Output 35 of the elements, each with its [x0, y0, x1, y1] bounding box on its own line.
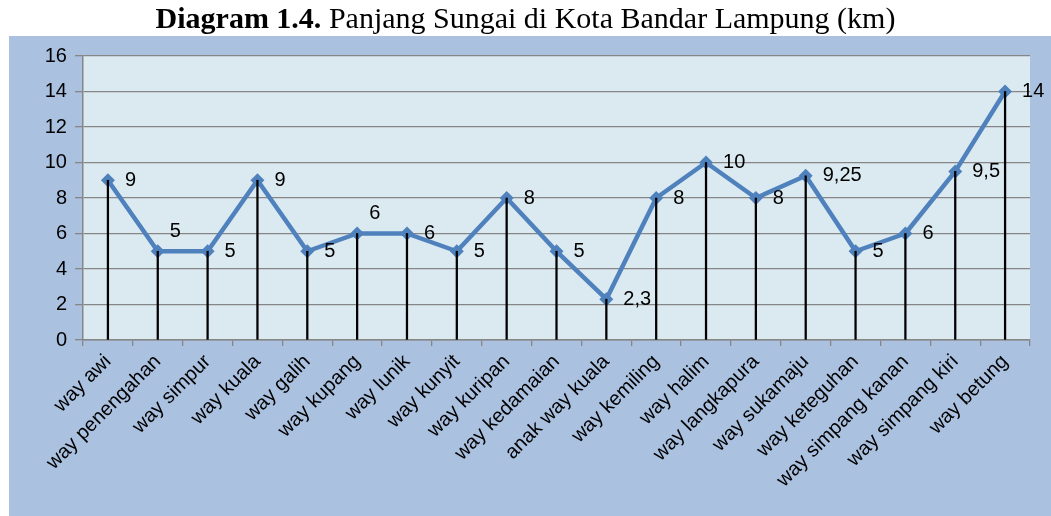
- y-tick-label: 2: [55, 292, 67, 315]
- bar: [256, 179, 259, 340]
- data-label: 5: [324, 238, 336, 261]
- data-label: 5: [169, 218, 181, 241]
- chart-title: Diagram 1.4.: [155, 1, 322, 34]
- chart-subtitle: Panjang Sungai di Kota Bandar Lampung (km): [328, 1, 896, 34]
- bar: [904, 233, 907, 340]
- y-tick-label: 6: [55, 221, 67, 244]
- data-label: 9: [124, 167, 137, 190]
- data-label: 10: [723, 150, 746, 173]
- data-label: 5: [573, 238, 585, 261]
- data-label: 5: [224, 238, 236, 261]
- data-label: 14: [1022, 79, 1045, 102]
- data-label: 5: [872, 238, 884, 261]
- data-label: 6: [423, 221, 436, 244]
- data-label: 9,25: [822, 163, 862, 186]
- data-label: 2,3: [623, 286, 652, 309]
- data-label: 5: [473, 238, 485, 261]
- y-tick-label: 0: [55, 327, 67, 350]
- bar: [555, 250, 558, 340]
- data-label: 6: [369, 201, 381, 224]
- y-tick-label: 16: [44, 43, 67, 66]
- y-tick-label: 8: [55, 185, 67, 208]
- data-label: 8: [772, 185, 784, 208]
- y-tick-label: 10: [44, 150, 67, 173]
- y-tick-label: 4: [55, 256, 67, 279]
- data-label: 9: [274, 167, 286, 190]
- y-tick-label: 14: [44, 79, 67, 102]
- bar: [854, 250, 857, 340]
- data-label: 6: [922, 221, 934, 244]
- data-label: 8: [523, 185, 535, 208]
- bar: [206, 250, 209, 340]
- data-label: 9,5: [972, 158, 1001, 181]
- data-label: 8: [673, 185, 685, 208]
- y-tick-label: 12: [44, 114, 67, 137]
